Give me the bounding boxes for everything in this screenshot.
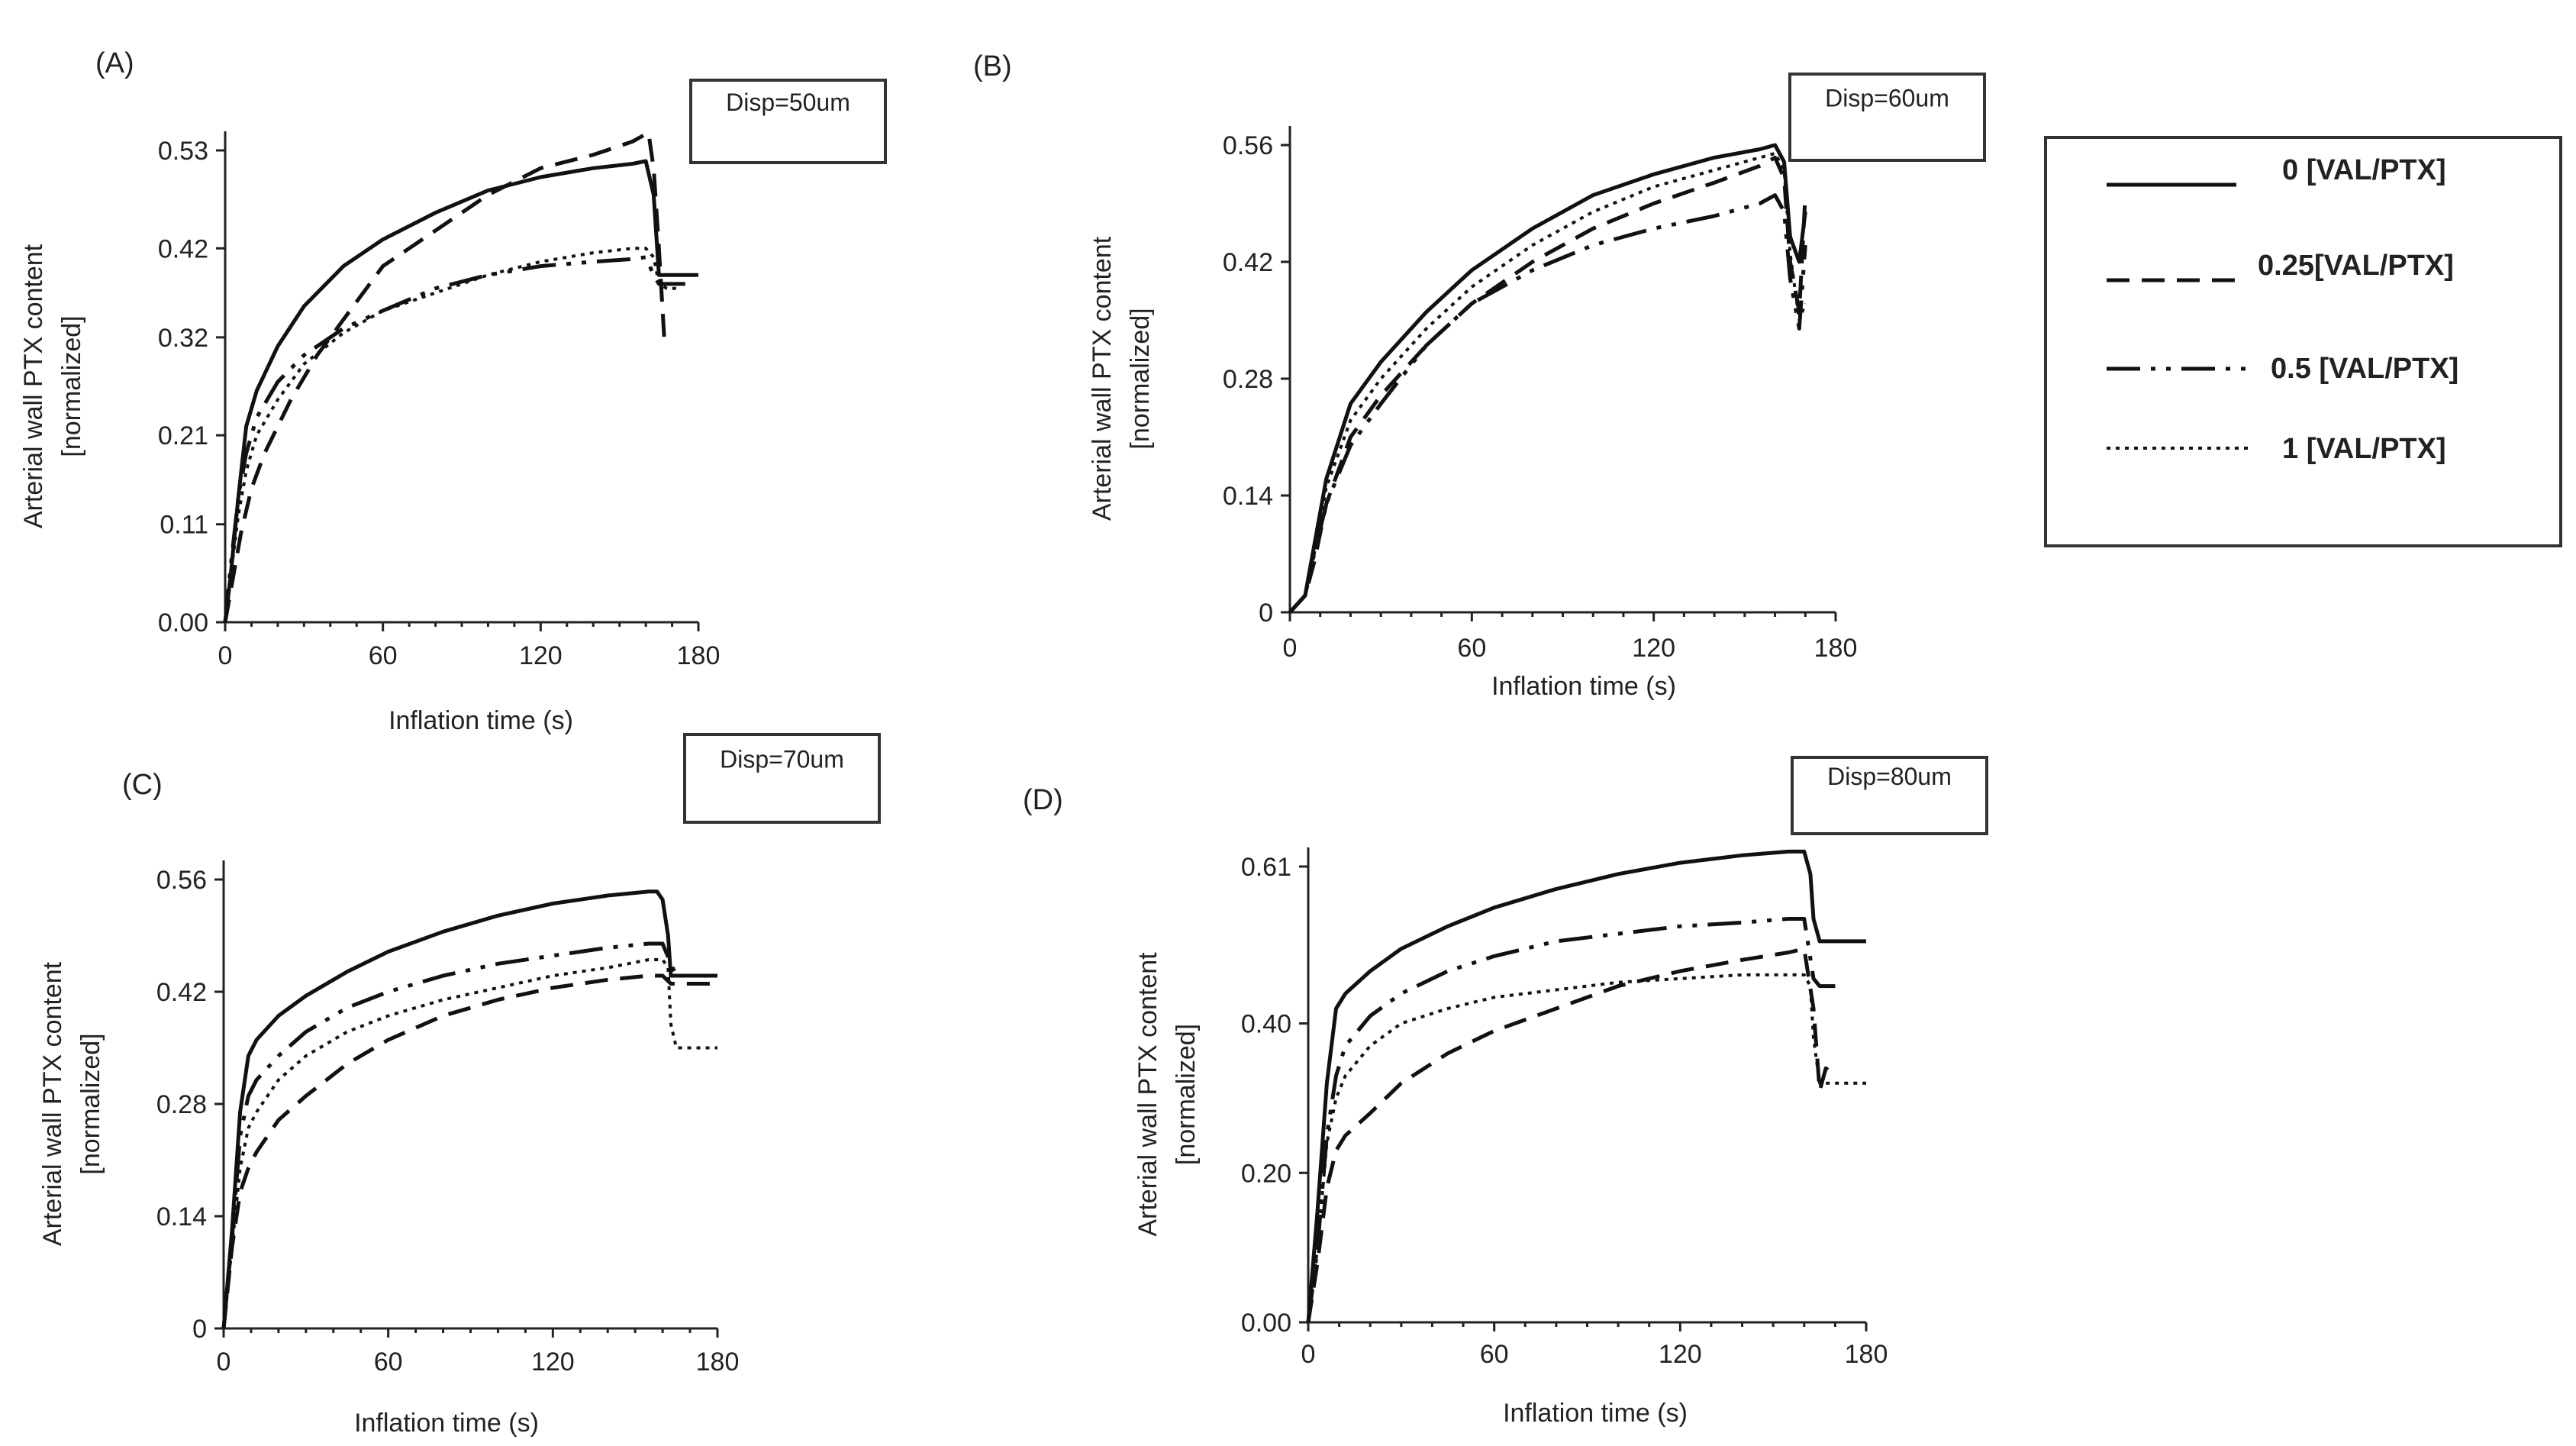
y-axis-subtitle: [normalized] [76,1033,105,1174]
y-tick-label: 0.53 [158,137,208,166]
y-tick-label: 0.32 [158,324,208,353]
line-series-0-25 [1288,155,1807,614]
x-axis-title: Inflation time (s) [1503,1399,1688,1428]
x-tick-label: 60 [369,641,398,670]
y-tick-label: 0 [1259,599,1273,628]
annotation-text: Disp=60um [1825,85,1949,112]
y-axis-title: Arterial wall PTX content [38,961,67,1246]
line-series-0-5 [221,941,717,1329]
annotation-text: Disp=50um [726,89,850,116]
line-series-1 [222,958,717,1329]
x-axis-title: Inflation time (s) [354,1409,539,1438]
y-axis-title: Arterial wall PTX content [19,244,48,528]
legend-box [2044,136,2562,547]
y-tick-label: 0.14 [156,1202,207,1231]
line-series-0-25 [1306,947,1836,1323]
y-tick-label: 0.42 [158,234,208,263]
y-tick-label: 0.11 [160,511,208,540]
annotation-text: Disp=80um [1827,763,1952,790]
y-tick-label: 0.21 [158,421,208,450]
legend-label-series-1: 1 [VAL/PTX] [2282,433,2446,465]
annotation-box [683,733,881,824]
line-series-0 [1306,849,1866,1323]
y-axis-subtitle: [normalized] [1172,1024,1201,1165]
line-series-0 [1288,143,1807,614]
line-series-0-5 [1306,917,1836,1323]
legend-label-series-0-5: 0.5 [VAL/PTX] [2271,353,2458,385]
chart-panel-d: (D) Disp=80um 0 60 120 180 0.00 0.20 0.40 0.61 Inf… [1023,756,1988,1428]
annotation-box [1791,756,1988,835]
x-tick-label: 180 [1814,634,1858,663]
y-tick-label: 0.40 [1241,1010,1291,1039]
x-tick-label: 180 [1845,1340,1888,1369]
line-series-0-25 [223,131,666,623]
panel-label: (A) [95,47,134,79]
x-tick-label: 180 [677,641,721,670]
line-series-1 [1307,973,1866,1323]
y-tick-label: 0.42 [156,978,207,1007]
annotation-box [1788,73,1986,162]
line-series-1 [224,247,678,623]
chart-panel-a: (A) Disp=50um 0 60 120 180 0.00 0.11 0.21 0.32 0.4… [19,47,887,735]
legend-label-series-0: 0 [VAL/PTX] [2282,154,2446,186]
x-tick-label: 60 [1457,634,1486,663]
y-axis-subtitle: [normalized] [57,315,86,457]
line-series-0 [223,159,698,623]
panel-label: (D) [1023,784,1063,816]
y-tick-label: 0.00 [1241,1309,1291,1338]
y-tick-label: 0.28 [1223,365,1273,394]
x-tick-label: 120 [1632,634,1675,663]
y-tick-label: 0.14 [1223,482,1273,511]
y-tick-label: 0.42 [1223,248,1273,277]
x-axis-title: Inflation time (s) [388,706,573,735]
y-tick-label: 0.20 [1241,1159,1291,1188]
legend: 0 [VAL/PTX] 0.25[VAL/PTX] 0.5 [VAL/PTX] 1 [… [2044,136,2562,547]
x-tick-label: 0 [217,1348,231,1377]
panel-label: (B) [973,50,1012,82]
y-tick-label: 0 [192,1315,207,1344]
x-tick-label: 120 [1659,1340,1702,1369]
y-tick-label: 0.56 [1223,131,1273,160]
legend-label-series-0-25: 0.25[VAL/PTX] [2258,250,2454,282]
line-series-0-5 [1288,193,1807,614]
y-axis-subtitle: [normalized] [1126,308,1155,449]
chart-panel-c: (C) Disp=70um 0 60 120 180 0 0.14 0.28 0.42 0.56 In… [38,733,881,1438]
x-tick-label: 0 [218,641,233,670]
line-series-0 [221,889,717,1329]
x-tick-label: 180 [696,1348,740,1377]
x-tick-label: 60 [374,1348,403,1377]
x-tick-label: 0 [1283,634,1298,663]
chart-panel-b: (B) Disp=60um 0 60 120 180 0 0.14 0.28 0.42 0.56 In… [973,50,1986,701]
annotation-box [689,79,887,164]
y-tick-label: 0.28 [156,1090,207,1119]
x-tick-label: 120 [519,641,563,670]
annotation-text: Disp=70um [720,746,844,773]
y-tick-label: 0.61 [1241,853,1291,882]
x-tick-label: 0 [1301,1340,1316,1369]
y-axis-title: Arterial wall PTX content [1088,236,1117,521]
line-series-0-25 [221,973,717,1329]
x-tick-label: 120 [531,1348,575,1377]
panel-label: (C) [122,769,163,801]
y-tick-label: 0.00 [158,608,208,637]
x-axis-title: Inflation time (s) [1491,672,1676,701]
line-series-1 [1288,151,1807,614]
y-tick-label: 0.56 [156,866,207,895]
y-axis-title: Arterial wall PTX content [1133,952,1162,1237]
line-series-0-5 [223,255,685,623]
x-tick-label: 60 [1480,1340,1509,1369]
